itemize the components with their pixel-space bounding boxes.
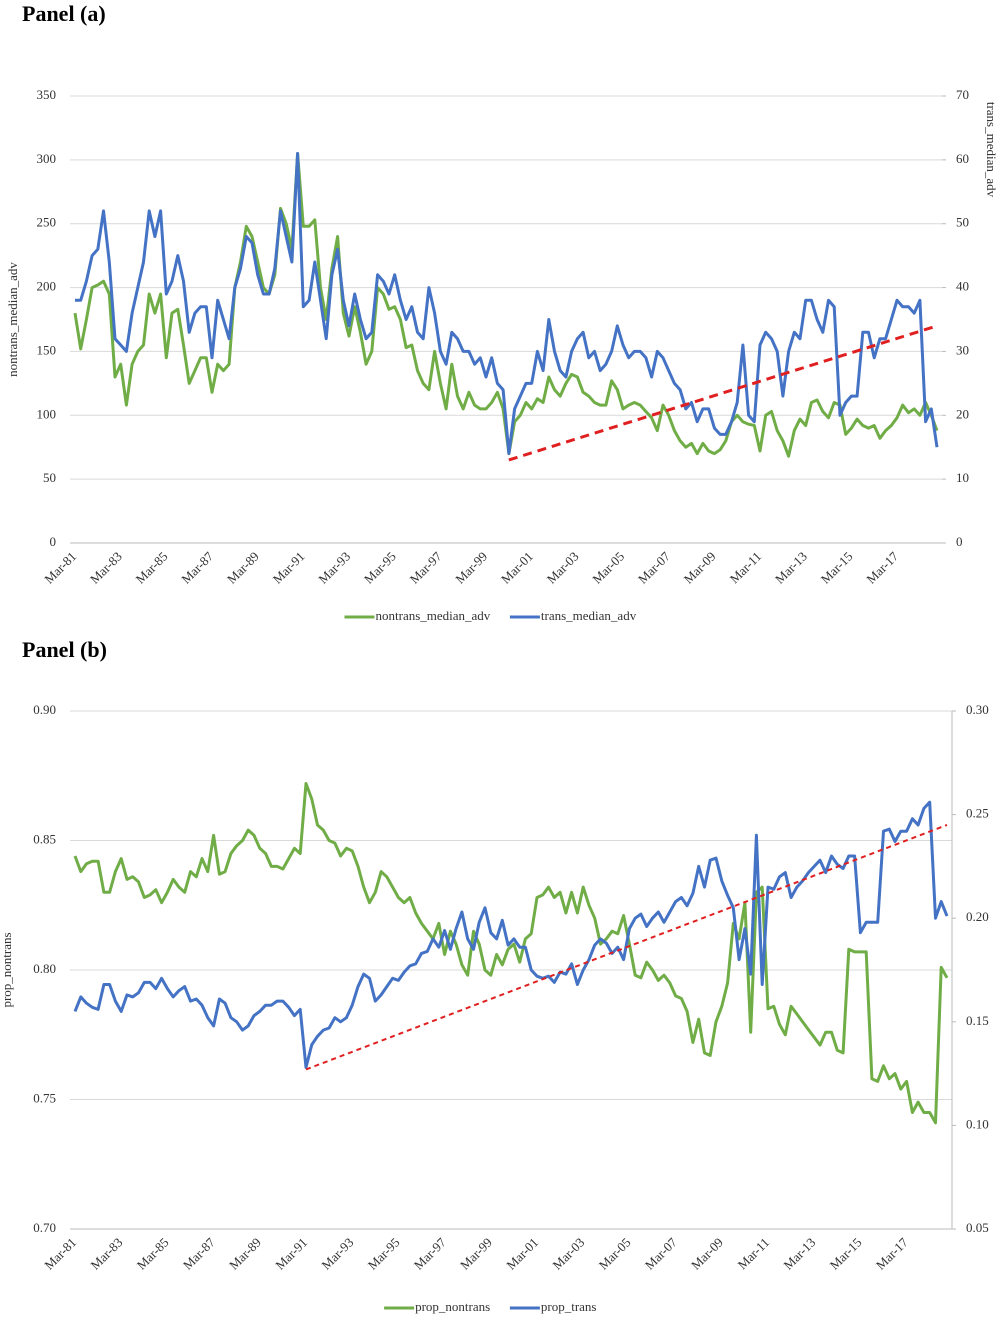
y-tick-label: 300	[37, 151, 57, 166]
x-tick-label: Mar-15	[827, 1235, 865, 1273]
x-tick-label: Mar-83	[87, 549, 125, 587]
x-tick-label: Mar-95	[365, 1235, 403, 1273]
x-tick-label: Mar-95	[361, 549, 399, 587]
y2-tick-label: 0.15	[966, 1013, 989, 1028]
x-tick-label: Mar-09	[681, 549, 719, 587]
x-tick-label: Mar-93	[318, 1235, 356, 1273]
x-tick-label: Mar-97	[411, 1234, 449, 1272]
trend-line	[305, 824, 948, 1071]
x-tick-label: Mar-05	[596, 1235, 634, 1273]
y-axis-label: prop_nontrans	[0, 932, 14, 1007]
y-tick-label: 0.70	[33, 1220, 56, 1235]
x-tick-label: Mar-81	[41, 549, 79, 587]
x-tick-label: Mar-17	[863, 548, 901, 586]
x-tick-label: Mar-85	[133, 549, 171, 587]
series-line	[75, 152, 939, 456]
y-axis-label: nontrans_median_adv	[5, 262, 20, 377]
x-tick-label: Mar-13	[772, 549, 810, 587]
x-tick-label: Mar-07	[635, 548, 673, 586]
y2-axis-label: trans_median_adv	[984, 102, 999, 198]
y2-tick-label: 0.30	[966, 702, 989, 717]
panel-title: Panel (a)	[22, 1, 106, 26]
panel-title: Panel (b)	[22, 637, 107, 662]
y-tick-label: 250	[37, 215, 57, 230]
x-tick-label: Mar-11	[735, 1235, 773, 1273]
y2-tick-label: 0.25	[966, 806, 989, 821]
x-tick-label: Mar-97	[407, 548, 445, 586]
y2-tick-label: 20	[956, 406, 969, 421]
y-tick-label: 150	[37, 342, 57, 357]
legend-label: trans_median_adv	[541, 608, 637, 623]
y2-tick-label: 60	[956, 151, 969, 166]
y2-tick-label: 0.20	[966, 909, 989, 924]
x-tick-label: Mar-93	[315, 549, 353, 587]
series-line	[73, 782, 949, 1125]
x-tick-label: Mar-87	[180, 1234, 218, 1272]
x-tick-label: Mar-89	[224, 549, 262, 587]
y2-tick-label: 40	[956, 279, 969, 294]
y2-tick-label: 10	[956, 470, 969, 485]
x-tick-label: Mar-01	[498, 549, 536, 587]
series-line	[73, 800, 949, 1069]
y-tick-label: 100	[37, 406, 57, 421]
x-tick-label: Mar-91	[270, 549, 308, 587]
y2-tick-label: 0.05	[966, 1220, 989, 1235]
legend-label: prop_trans	[541, 1299, 597, 1314]
x-tick-label: Mar-09	[688, 1235, 726, 1273]
x-tick-label: Mar-91	[272, 1235, 310, 1273]
x-tick-label: Mar-13	[780, 1235, 818, 1273]
x-tick-label: Mar-05	[589, 549, 627, 587]
y-tick-label: 50	[43, 470, 56, 485]
x-tick-label: Mar-17	[873, 1234, 911, 1272]
x-tick-label: Mar-85	[134, 1235, 172, 1273]
y-tick-label: 0.85	[33, 831, 56, 846]
y-tick-label: 0.90	[33, 702, 56, 717]
x-tick-label: Mar-15	[818, 549, 856, 587]
y-tick-label: 200	[37, 279, 57, 294]
legend-label: prop_nontrans	[415, 1299, 490, 1314]
x-tick-label: Mar-83	[87, 1235, 125, 1273]
y2-tick-label: 50	[956, 215, 969, 230]
y-tick-label: 350	[37, 87, 57, 102]
y-tick-label: 0	[50, 534, 57, 549]
y-tick-label: 0.80	[33, 961, 56, 976]
y2-tick-label: 0.10	[966, 1116, 989, 1131]
y-tick-label: 0.75	[33, 1090, 56, 1105]
x-tick-label: Mar-99	[457, 1235, 495, 1273]
x-tick-label: Mar-11	[727, 549, 765, 587]
x-tick-label: Mar-87	[178, 548, 216, 586]
x-tick-label: Mar-07	[642, 1234, 680, 1272]
x-tick-label: Mar-03	[544, 549, 582, 587]
y2-tick-label: 30	[956, 342, 969, 357]
y2-tick-label: 0	[956, 534, 963, 549]
legend-label: nontrans_median_adv	[376, 608, 491, 623]
x-tick-label: Mar-81	[41, 1235, 79, 1273]
x-tick-label: Mar-99	[452, 549, 490, 587]
x-tick-label: Mar-89	[226, 1235, 264, 1273]
y2-tick-label: 70	[956, 87, 969, 102]
x-tick-label: Mar-03	[549, 1235, 587, 1273]
x-tick-label: Mar-01	[503, 1235, 541, 1273]
